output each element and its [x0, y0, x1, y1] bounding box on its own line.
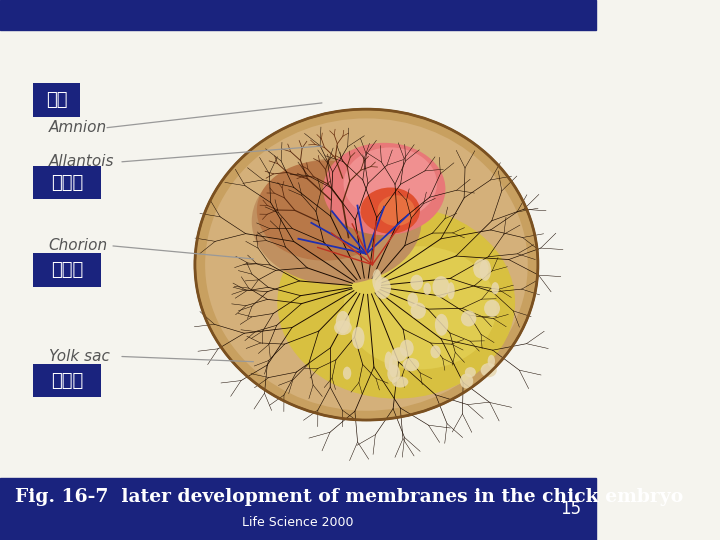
Ellipse shape [473, 259, 489, 279]
Ellipse shape [402, 358, 419, 371]
Ellipse shape [460, 374, 473, 388]
Ellipse shape [336, 311, 350, 333]
Ellipse shape [410, 302, 426, 319]
Ellipse shape [323, 143, 446, 235]
Ellipse shape [487, 355, 495, 367]
Ellipse shape [484, 300, 500, 317]
Text: 尿囊膜: 尿囊膜 [51, 173, 83, 192]
Ellipse shape [481, 363, 497, 377]
Text: Yolk sac: Yolk sac [49, 349, 109, 364]
Ellipse shape [343, 246, 497, 369]
Ellipse shape [387, 364, 400, 383]
Ellipse shape [491, 282, 499, 294]
Ellipse shape [447, 282, 455, 299]
Ellipse shape [389, 355, 397, 377]
Text: Amnion: Amnion [49, 120, 107, 136]
Ellipse shape [334, 320, 352, 335]
Ellipse shape [423, 283, 431, 295]
Ellipse shape [410, 275, 423, 290]
FancyBboxPatch shape [33, 253, 102, 287]
Ellipse shape [392, 347, 407, 361]
Ellipse shape [277, 206, 515, 399]
Text: Chorion: Chorion [49, 238, 108, 253]
Ellipse shape [361, 187, 420, 234]
Bar [0, 0, 596, 30]
Ellipse shape [374, 277, 391, 299]
Text: 絨毛膜: 絨毛膜 [51, 261, 83, 279]
Ellipse shape [433, 276, 449, 298]
Ellipse shape [252, 158, 421, 285]
Text: Fig. 16-7  later development of membranes in the chick embryo: Fig. 16-7 later development of membranes… [15, 488, 683, 505]
Ellipse shape [431, 345, 441, 359]
Ellipse shape [352, 327, 364, 349]
FancyBboxPatch shape [33, 83, 81, 117]
FancyBboxPatch shape [33, 364, 102, 397]
Ellipse shape [257, 160, 392, 261]
Ellipse shape [343, 147, 437, 220]
FancyBboxPatch shape [33, 166, 102, 199]
Ellipse shape [435, 314, 449, 336]
Ellipse shape [400, 340, 414, 357]
Ellipse shape [392, 376, 408, 388]
Ellipse shape [384, 352, 392, 371]
Ellipse shape [408, 293, 418, 307]
Ellipse shape [461, 310, 477, 327]
Bar [0, 478, 596, 540]
Text: Life Science 2000: Life Science 2000 [242, 516, 354, 529]
Text: 卵黃囊: 卵黃囊 [51, 372, 83, 390]
Text: 15: 15 [559, 500, 581, 518]
Ellipse shape [372, 269, 382, 291]
Ellipse shape [377, 195, 415, 226]
Ellipse shape [195, 109, 538, 420]
Text: 羊膜: 羊膜 [46, 91, 68, 109]
Ellipse shape [480, 259, 491, 281]
Ellipse shape [205, 118, 528, 411]
Ellipse shape [343, 367, 351, 380]
Text: Allantois: Allantois [49, 154, 114, 170]
Ellipse shape [465, 367, 476, 377]
